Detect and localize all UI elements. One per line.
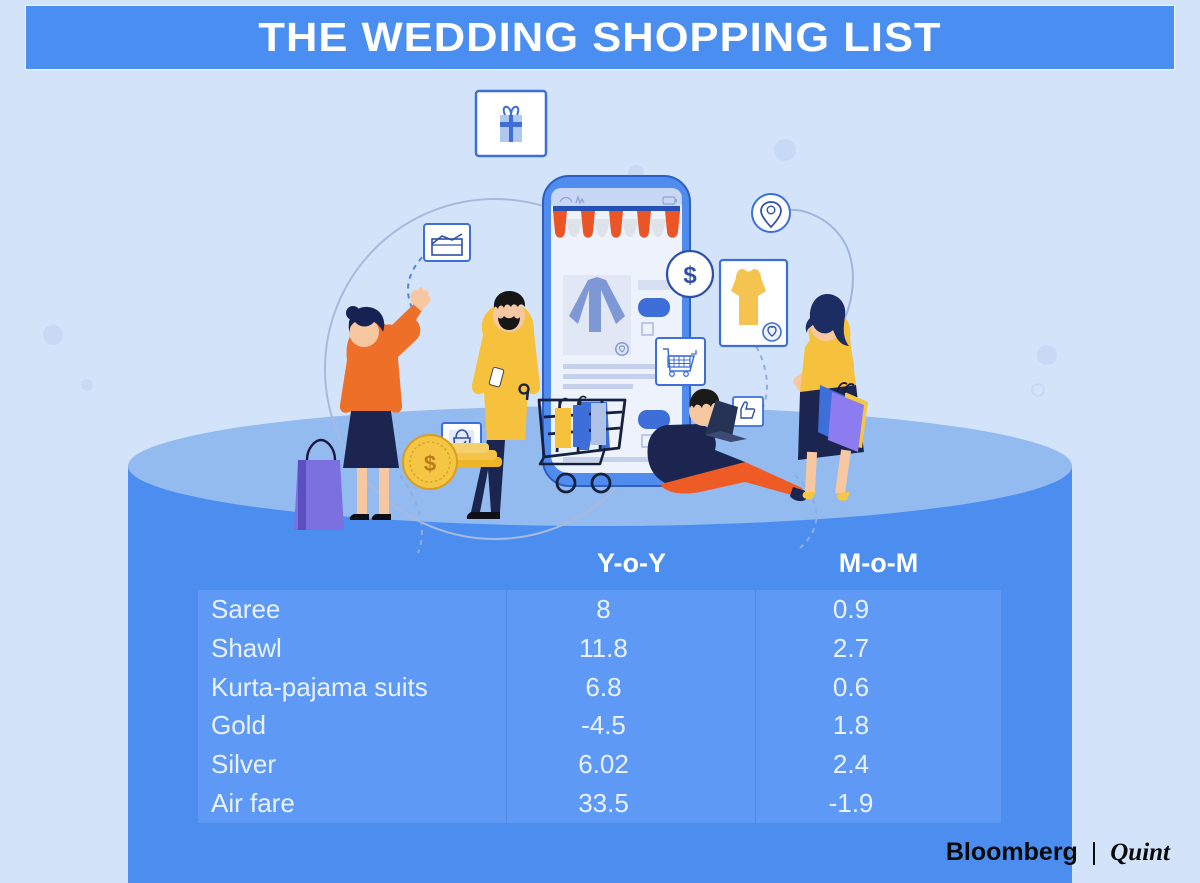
- svg-text:$: $: [424, 451, 436, 476]
- svg-text:$: $: [683, 262, 697, 289]
